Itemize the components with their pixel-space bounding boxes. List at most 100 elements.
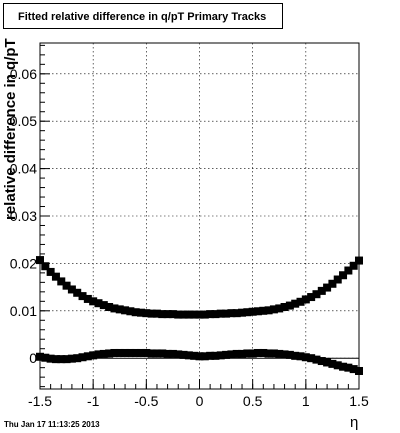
- data-point: [137, 308, 146, 317]
- data-point: [222, 309, 231, 318]
- y-axis-label: relative difference in q/pT: [2, 38, 19, 220]
- data-point: [99, 301, 108, 310]
- data-point: [179, 350, 188, 359]
- data-point: [285, 350, 294, 359]
- x-tick-label: -0.5: [134, 393, 158, 409]
- data-point: [142, 309, 151, 318]
- data-point: [179, 310, 188, 319]
- data-point: [344, 363, 353, 372]
- data-point: [57, 277, 66, 286]
- x-tick-label: 0.5: [243, 393, 263, 409]
- timestamp-footer: Thu Jan 17 11:13:25 2013: [4, 420, 100, 429]
- x-tick-label: 1.5: [349, 393, 369, 409]
- data-point: [105, 349, 114, 358]
- data-point: [296, 352, 305, 361]
- data-point: [131, 348, 140, 357]
- data-point: [195, 352, 204, 361]
- data-point: [137, 348, 146, 357]
- data-point: [328, 359, 337, 368]
- data-point: [301, 295, 310, 304]
- data-point: [190, 310, 199, 319]
- x-tick-label: -1: [87, 393, 100, 409]
- y-tick-label: 0.01: [10, 303, 37, 319]
- data-point: [73, 288, 82, 297]
- data-point: [51, 272, 60, 281]
- data-point: [99, 349, 108, 358]
- data-point: [259, 348, 268, 357]
- data-point: [105, 303, 114, 312]
- data-point: [248, 349, 257, 358]
- data-point: [89, 297, 98, 306]
- data-point: [323, 283, 332, 292]
- data-point: [158, 310, 167, 319]
- data-point: [349, 261, 358, 270]
- data-point: [339, 362, 348, 371]
- data-point: [131, 308, 140, 317]
- data-point: [275, 304, 284, 313]
- data-point: [94, 299, 103, 308]
- data-point: [163, 349, 172, 358]
- data-point: [78, 353, 87, 362]
- data-point: [307, 293, 316, 302]
- y-tick-label: 0.04: [10, 161, 37, 177]
- data-point: [78, 292, 87, 301]
- data-point: [222, 350, 231, 359]
- data-point: [232, 309, 241, 318]
- data-point: [216, 351, 225, 360]
- series-1: [36, 256, 363, 319]
- data-point: [259, 306, 268, 315]
- chart-title-box: Fitted relative difference in q/pT Prima…: [3, 3, 283, 29]
- x-axis-label: η: [350, 414, 359, 431]
- y-tick-label: 0: [29, 350, 37, 366]
- data-point: [291, 351, 300, 360]
- data-point: [243, 308, 252, 317]
- data-point: [115, 305, 124, 314]
- y-tick-label: 0.03: [10, 208, 37, 224]
- data-point: [142, 348, 151, 357]
- data-point: [339, 271, 348, 280]
- data-point: [264, 306, 273, 315]
- data-point: [200, 352, 209, 361]
- data-point: [269, 349, 278, 358]
- data-point: [317, 357, 326, 366]
- data-point: [57, 355, 66, 364]
- data-point: [328, 279, 337, 288]
- data-point: [243, 349, 252, 358]
- x-tick-label: 1: [302, 393, 310, 409]
- axis-ticks: [39, 44, 360, 389]
- data-point: [296, 297, 305, 306]
- data-point: [121, 348, 130, 357]
- data-point: [280, 350, 289, 359]
- data-point: [67, 354, 76, 363]
- data-point: [152, 349, 161, 358]
- data-point: [67, 285, 76, 294]
- data-point: [206, 351, 215, 360]
- data-point: [41, 262, 50, 271]
- data-point: [51, 355, 60, 364]
- data-point: [248, 307, 257, 316]
- y-tick-label: 0.05: [10, 113, 37, 129]
- data-point: [323, 358, 332, 367]
- data-point: [158, 349, 167, 358]
- x-tick-label: 0: [196, 393, 204, 409]
- data-point: [253, 307, 262, 316]
- data-point: [211, 351, 220, 360]
- data-point: [168, 349, 177, 358]
- data-point: [83, 294, 92, 303]
- data-point: [110, 304, 119, 313]
- data-point: [211, 310, 220, 319]
- grid-lines: [39, 43, 360, 389]
- data-point: [307, 354, 316, 363]
- data-point: [227, 350, 236, 359]
- data-point: [163, 310, 172, 319]
- data-point: [184, 351, 193, 360]
- data-point: [62, 281, 71, 290]
- x-tick-label: -1.5: [28, 393, 52, 409]
- data-point: [200, 310, 209, 319]
- data-point: [83, 352, 92, 361]
- data-point: [269, 305, 278, 314]
- data-point: [227, 309, 236, 318]
- data-point: [46, 267, 55, 276]
- data-point: [184, 310, 193, 319]
- data-point: [349, 365, 358, 374]
